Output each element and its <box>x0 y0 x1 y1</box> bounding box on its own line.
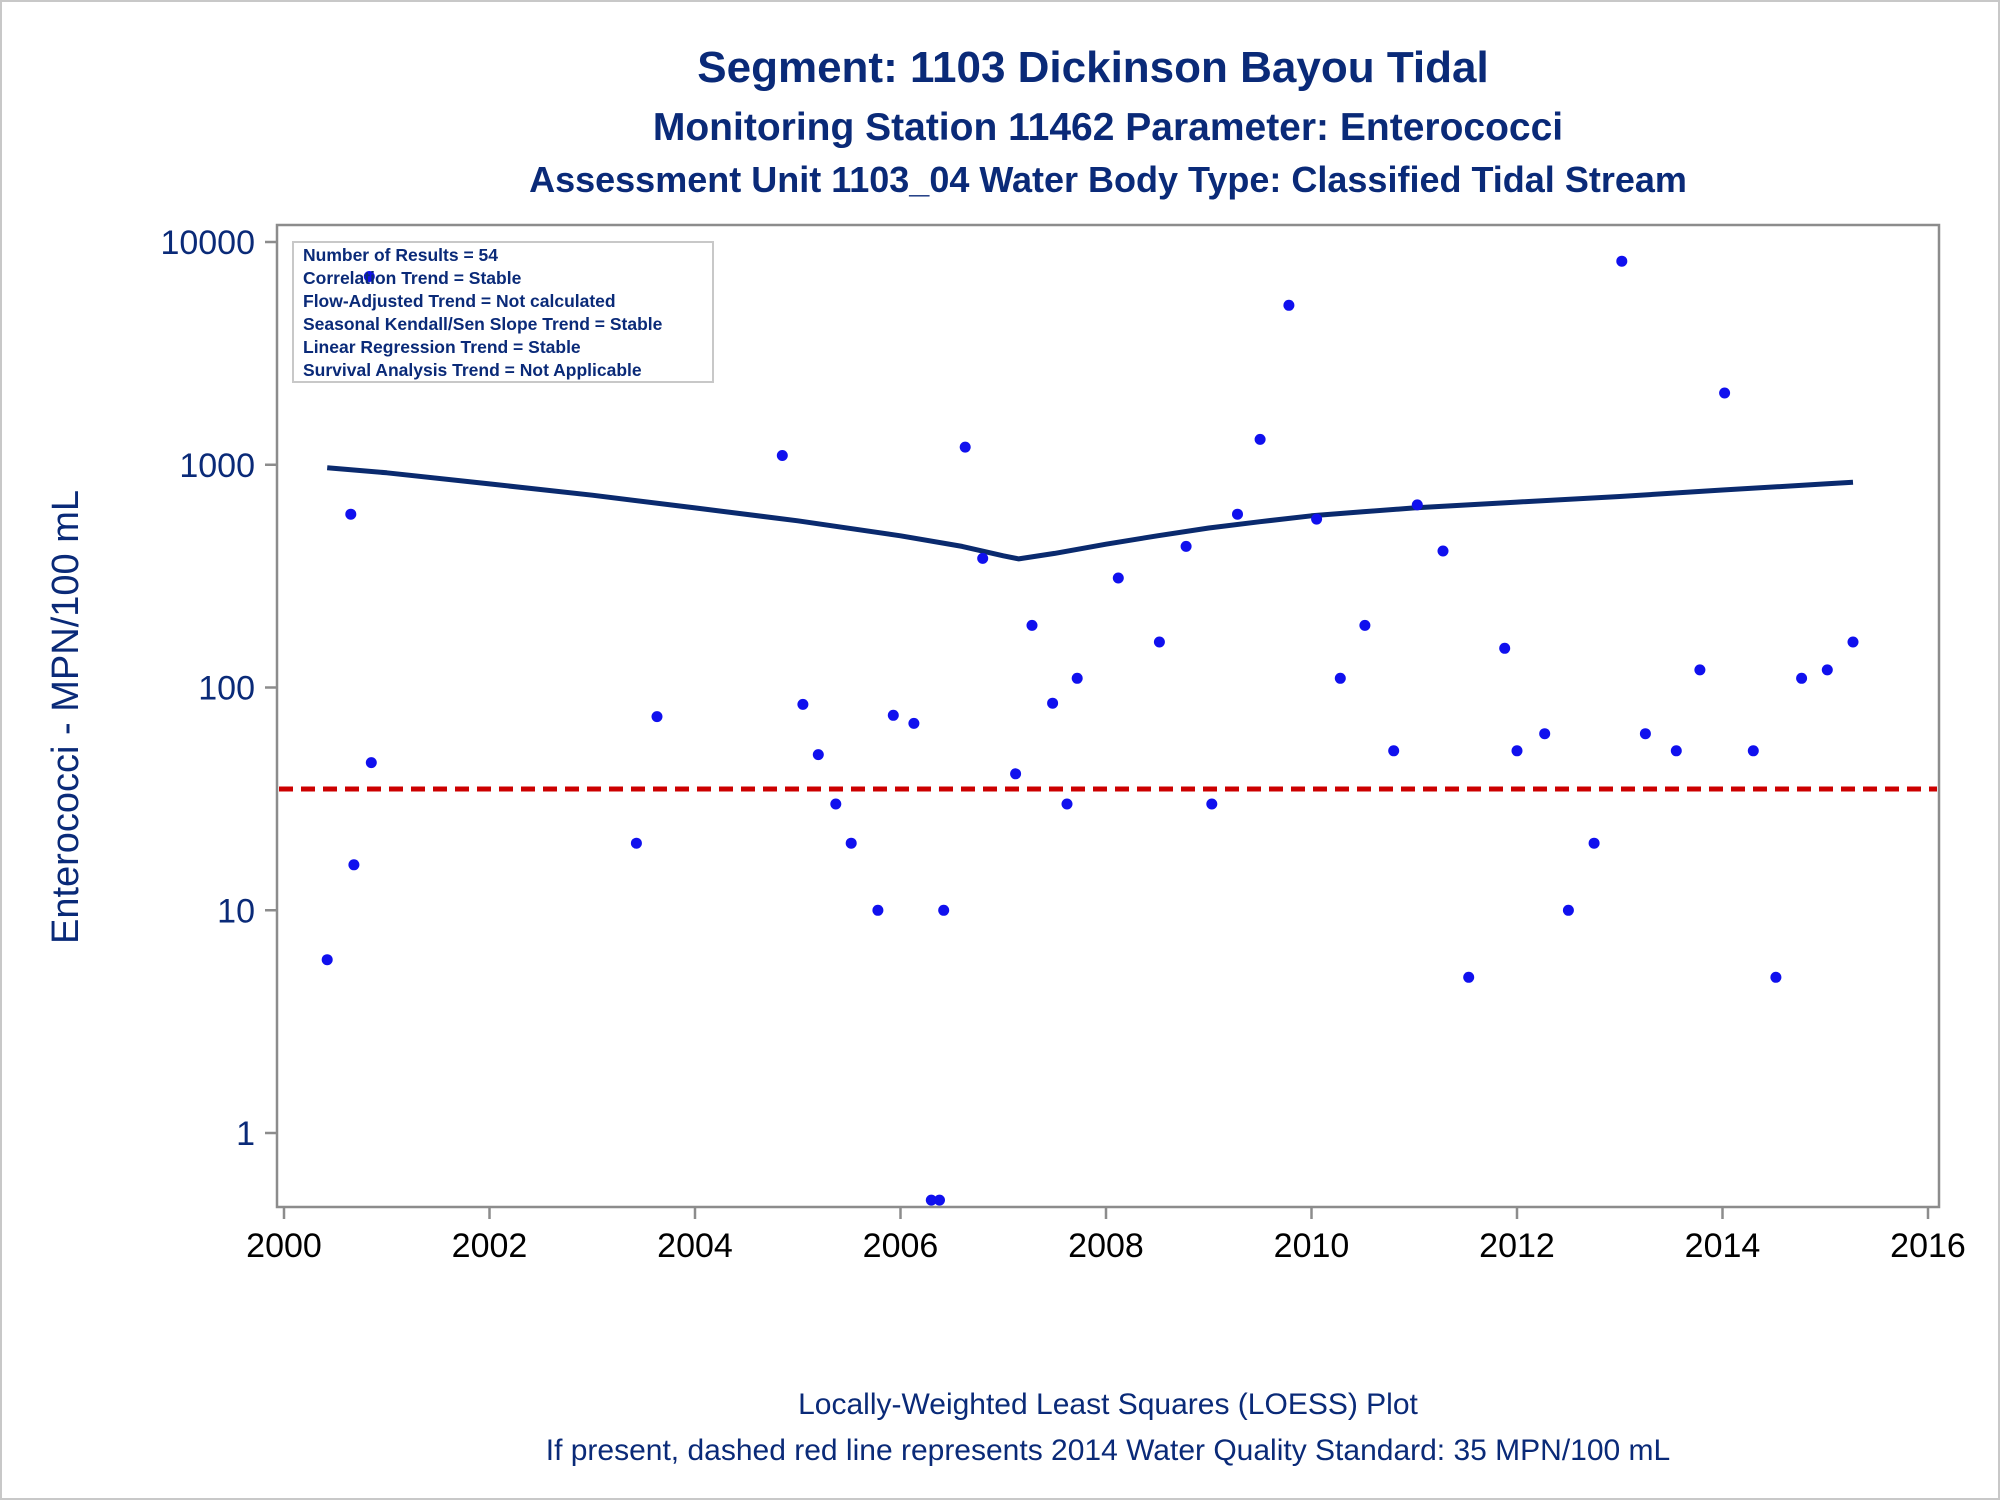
data-point <box>1796 672 1808 684</box>
data-point <box>1639 728 1651 740</box>
loess-curve <box>326 465 1854 562</box>
chart-subtitle-2: Assessment Unit 1103_04 Water Body Type:… <box>529 159 1687 200</box>
data-point <box>1499 642 1511 654</box>
data-point <box>1010 768 1022 780</box>
data-point <box>1588 837 1600 849</box>
stats-line: Survival Analysis Trend = Not Applicable <box>303 360 642 380</box>
data-point <box>908 717 920 729</box>
data-point <box>345 508 357 520</box>
stats-line: Flow-Adjusted Trend = Not calculated <box>303 291 616 311</box>
data-point <box>1411 499 1423 511</box>
chart-subtitle: Monitoring Station 11462 Parameter: Ente… <box>653 106 1563 149</box>
data-point <box>1359 619 1371 631</box>
data-point <box>1770 971 1782 983</box>
data-point <box>845 837 857 849</box>
data-point <box>348 859 360 871</box>
data-point <box>797 698 809 710</box>
data-point <box>938 904 950 916</box>
x-tick-label: 2000 <box>246 1227 322 1265</box>
y-tick-label: 10000 <box>160 224 255 262</box>
footnote-standard: If present, dashed red line represents 2… <box>546 1434 1671 1467</box>
stats-line: Linear Regression Trend = Stable <box>303 337 581 357</box>
x-tick-label: 2012 <box>1479 1227 1555 1265</box>
data-point <box>872 904 884 916</box>
data-point <box>1026 619 1038 631</box>
y-tick-label: 1000 <box>179 447 255 485</box>
data-point <box>1616 255 1628 267</box>
data-point <box>776 450 788 461</box>
data-point <box>363 271 375 282</box>
data-points <box>321 255 1859 1206</box>
data-point <box>1437 545 1449 557</box>
stats-line: Correlation Trend = Stable <box>303 268 522 288</box>
data-point <box>1071 672 1083 684</box>
x-tick-label: 2006 <box>863 1227 939 1265</box>
stats-box-frame <box>292 241 714 383</box>
data-point <box>925 1194 937 1206</box>
chart-title: Segment: 1103 Dickinson Bayou Tidal <box>697 43 1488 92</box>
data-point <box>1747 745 1759 757</box>
stats-box: Number of Results = 54 Correlation Trend… <box>292 241 714 383</box>
data-point <box>651 711 663 723</box>
y-axis-label: Enterococci - MPN/100 mL <box>45 490 87 944</box>
x-tick-label: 2014 <box>1685 1227 1761 1265</box>
data-point <box>959 441 971 453</box>
data-point <box>1670 745 1682 757</box>
data-point <box>830 798 842 810</box>
x-tick-label: 2016 <box>1890 1227 1966 1265</box>
x-tick-label: 2002 <box>452 1227 528 1265</box>
data-point <box>1311 513 1323 525</box>
x-tick-label: 2010 <box>1274 1227 1350 1265</box>
data-point <box>1061 798 1073 810</box>
data-point <box>1847 636 1859 648</box>
data-point <box>1180 540 1192 552</box>
y-tick-label: 10 <box>217 892 255 930</box>
y-axis: 1 10 100 1000 10000 <box>160 224 277 1153</box>
data-point <box>1232 508 1243 520</box>
data-point <box>365 757 377 769</box>
data-point <box>1153 636 1165 648</box>
data-point <box>1694 664 1706 676</box>
data-point <box>1388 745 1400 757</box>
data-point <box>1112 572 1124 584</box>
x-tick-label: 2008 <box>1068 1227 1144 1265</box>
data-point <box>977 552 989 564</box>
data-point <box>1463 971 1475 983</box>
data-point <box>630 837 642 849</box>
data-point <box>1047 697 1059 709</box>
data-point <box>934 1194 945 1206</box>
x-axis: 2000 2002 2004 2006 2008 2010 2012 2014 2016 <box>246 1207 1966 1265</box>
data-point <box>1283 299 1295 311</box>
data-point <box>1821 664 1833 676</box>
data-point <box>812 749 824 761</box>
data-point <box>1254 433 1266 445</box>
data-point <box>321 954 333 966</box>
stats-line: Seasonal Kendall/Sen Slope Trend = Stabl… <box>303 314 663 334</box>
data-point <box>1719 387 1731 399</box>
footnote-loess: Locally-Weighted Least Squares (LOESS) P… <box>798 1388 1418 1421</box>
x-tick-label: 2004 <box>657 1227 733 1265</box>
data-point <box>1539 728 1551 740</box>
y-tick-label: 1 <box>236 1115 255 1153</box>
data-point <box>1206 798 1218 810</box>
data-point <box>887 709 899 721</box>
stats-line: Number of Results = 54 <box>303 245 498 265</box>
data-point <box>1511 745 1523 757</box>
data-point <box>1562 904 1574 916</box>
data-point <box>1334 672 1346 684</box>
y-tick-label: 100 <box>198 670 255 708</box>
plot-area <box>275 223 1941 1209</box>
